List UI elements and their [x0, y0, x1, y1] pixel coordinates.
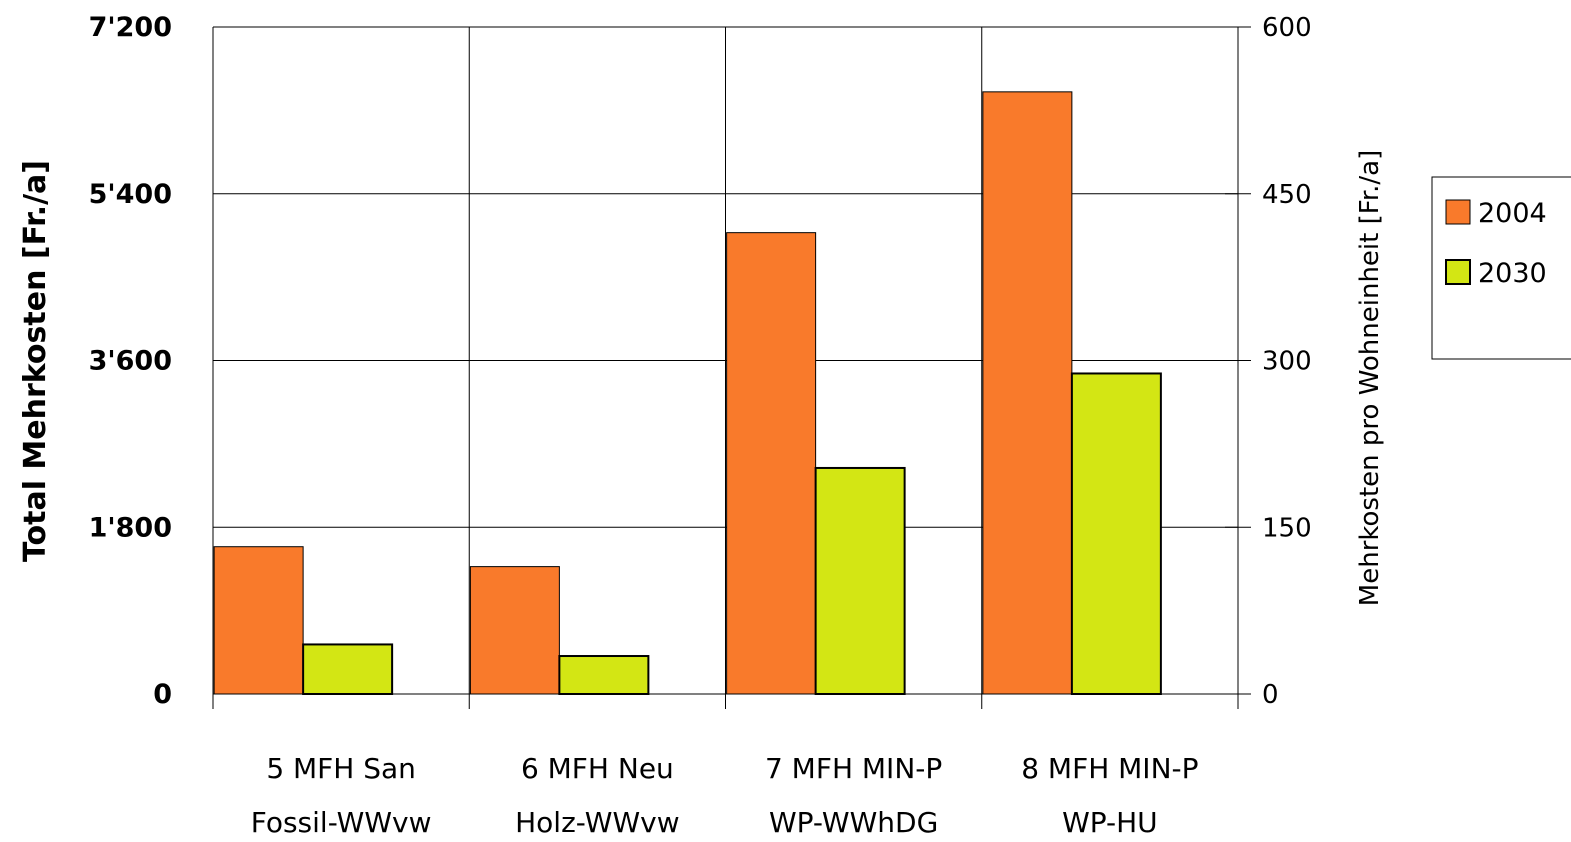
legend: 2004 2030: [1431, 176, 1571, 360]
y-tick-label-right: 150: [1262, 513, 1312, 543]
bar-2004-1: [213, 546, 304, 695]
axes: 0 1'800 3'600 5'400 7'200 0 150 300 450 600 5 MFH …: [89, 12, 1312, 839]
bar-2004-3: [726, 232, 817, 695]
x-tick-label: 8 MFH MIN-P: [1021, 752, 1198, 785]
x-tick-label: 6 MFH Neu: [521, 752, 674, 785]
legend-label-2030: 2030: [1478, 258, 1547, 289]
bar-2004-4: [982, 91, 1073, 695]
bar-2030-4: [1070, 372, 1162, 695]
x-tick-label: Fossil-WWvw: [251, 806, 432, 839]
x-tick-label: 7 MFH MIN-P: [765, 752, 942, 785]
y-tick-label-left: 3'600: [89, 346, 172, 377]
y-tick-label-right: 450: [1262, 180, 1312, 210]
grid-lines: [212, 26, 1239, 709]
legend-swatch-2030: [1445, 259, 1471, 285]
y-tick-label-right: 300: [1262, 347, 1312, 377]
y-tick-label-left: 7'200: [89, 12, 172, 43]
x-tick-label: Holz-WWvw: [515, 806, 679, 839]
bar-2004-2: [469, 566, 560, 695]
bar-2030-3: [814, 466, 906, 696]
bar-2030-1: [302, 643, 394, 695]
x-tick-label: 5 MFH San: [266, 752, 416, 785]
legend-swatch-2004: [1445, 199, 1471, 225]
y-axis-label-left: Total Mehrkosten [Fr./a]: [18, 160, 53, 562]
x-tick-label: WP-HU: [1062, 806, 1158, 839]
y-tick-label-right: 600: [1262, 13, 1312, 43]
y-axis-label-right: Mehrkosten pro Wohneinheit [Fr./a]: [1355, 150, 1385, 606]
y-tick-label-left: 1'800: [89, 512, 172, 543]
bars: [213, 91, 1162, 696]
y-tick-label-left: 5'400: [89, 179, 172, 210]
bar-2030-2: [558, 655, 650, 696]
y-tick-label-right: 0: [1262, 680, 1279, 710]
x-tick-label: WP-WWhDG: [769, 806, 938, 839]
y-tick-label-left: 0: [153, 679, 172, 710]
legend-label-2004: 2004: [1478, 198, 1547, 229]
